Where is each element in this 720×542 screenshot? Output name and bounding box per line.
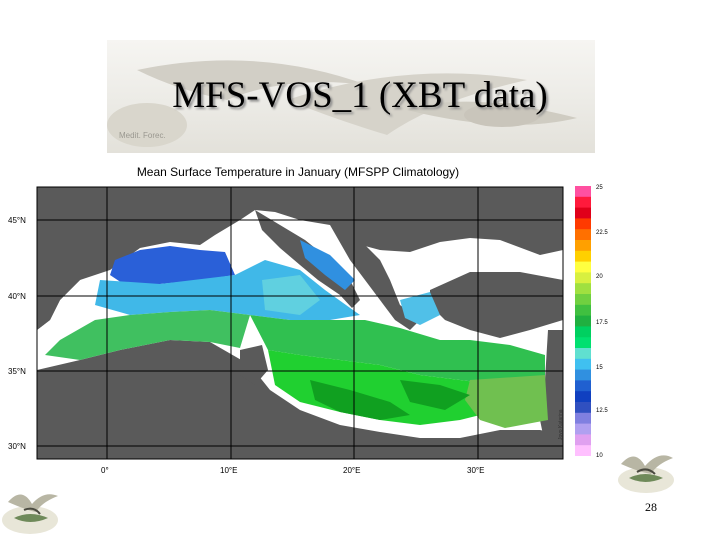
colorbar-label-17-5: 17.5	[596, 320, 608, 326]
colorbar-swatch	[575, 337, 591, 349]
lat-label-45: 45°N	[8, 216, 26, 225]
lon-label-0: 0°	[101, 466, 109, 475]
colorbar-credit: Jovo Katarina	[558, 409, 564, 440]
colorbar-swatch	[575, 380, 591, 392]
slide-title: MFS-VOS_1 (XBT data)	[172, 75, 548, 116]
colorbar-label-10: 10	[596, 453, 603, 459]
graticule	[37, 187, 563, 459]
colorbar-swatch	[575, 445, 591, 457]
lon-label-30e: 30°E	[467, 466, 485, 475]
colorbar-swatch	[575, 240, 591, 252]
lon-label-20e: 20°E	[343, 466, 361, 475]
colorbar-swatch	[575, 348, 591, 360]
lat-label-35: 35°N	[8, 367, 26, 376]
page-number: 28	[645, 500, 657, 514]
colorbar-swatch	[575, 358, 591, 371]
colorbar-swatch	[575, 207, 591, 219]
colorbar-label-12-5: 12.5	[596, 408, 608, 414]
lon-label-10e: 10°E	[220, 466, 238, 475]
map-area	[0, 180, 600, 485]
colorbar-swatch	[575, 402, 591, 414]
colorbar-label-20: 20	[596, 274, 603, 280]
colorbar-swatch	[575, 250, 591, 263]
colorbar-swatch	[575, 272, 591, 284]
map-title: Mean Surface Temperature in January (MFS…	[136, 165, 460, 179]
bird-logo-right	[615, 446, 677, 501]
colorbar-swatch	[575, 304, 591, 317]
sea-temperature-field	[45, 240, 548, 428]
bird-logo-left	[0, 482, 62, 542]
colorbar-swatch	[575, 218, 591, 230]
map-border	[36, 186, 564, 460]
lat-label-30: 30°N	[8, 442, 26, 451]
title-banner: Medit. Forec.	[107, 40, 595, 153]
colorbar-swatch	[575, 186, 591, 198]
colorbar-swatch	[575, 294, 591, 306]
colorbar-swatch	[575, 229, 591, 241]
colorbar-label-15: 15	[596, 365, 603, 371]
lat-label-40: 40°N	[8, 292, 26, 301]
colorbar-swatch	[575, 261, 591, 273]
colorbar-swatch	[575, 423, 591, 435]
colorbar-swatch	[575, 283, 591, 295]
colorbar-swatch	[575, 326, 591, 338]
colorbar-swatch	[575, 434, 591, 446]
colorbar	[575, 186, 591, 457]
land-masses	[37, 187, 563, 459]
colorbar-label-25: 25	[596, 185, 603, 191]
colorbar-swatch	[575, 391, 591, 403]
banner-caption: Medit. Forec.	[119, 131, 166, 140]
colorbar-swatch	[575, 315, 591, 327]
colorbar-swatch	[575, 196, 591, 209]
colorbar-swatch	[575, 369, 591, 381]
colorbar-label-22-5: 22.5	[596, 230, 608, 236]
colorbar-swatch	[575, 412, 591, 425]
